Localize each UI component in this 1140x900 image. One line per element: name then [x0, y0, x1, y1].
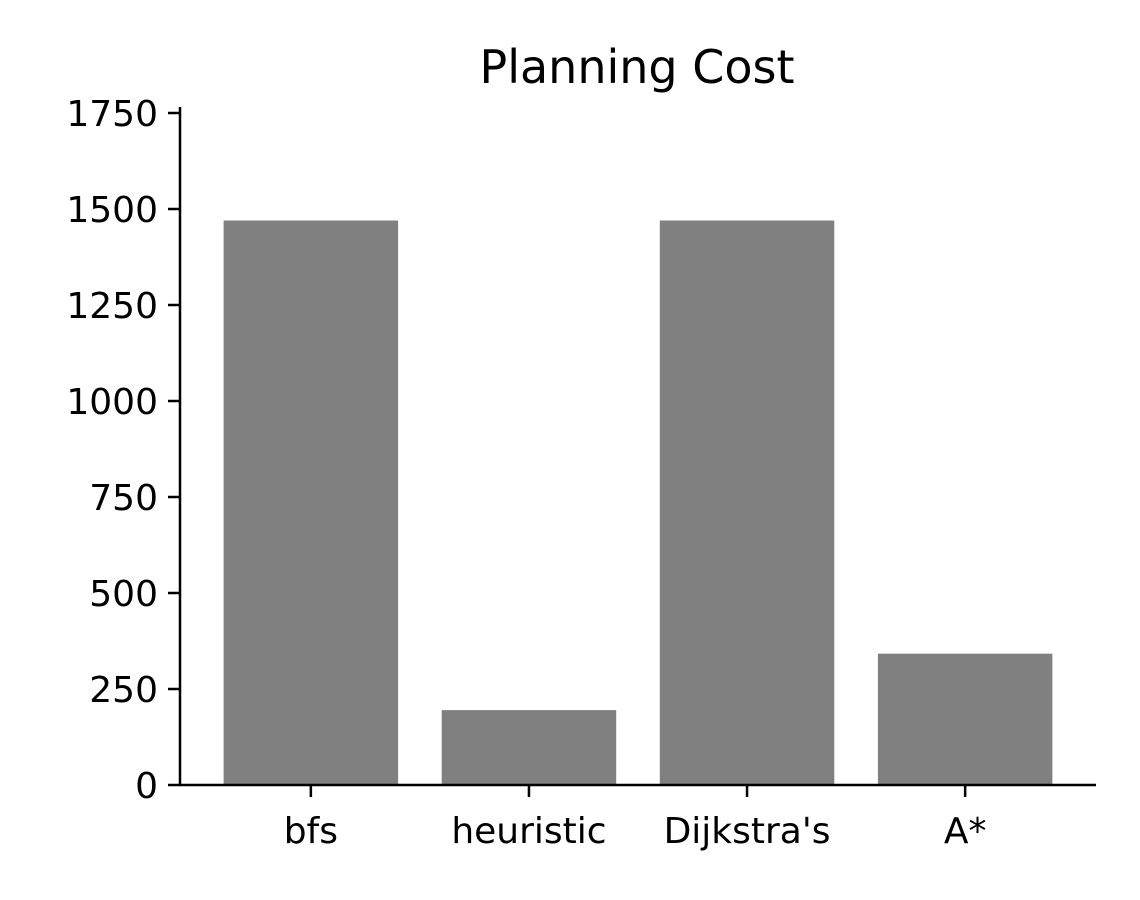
y-tick-label: 1000 — [66, 382, 158, 423]
bar-heuristic — [441, 710, 617, 785]
y-tick-label: 1750 — [66, 94, 158, 135]
bar-bfs — [223, 220, 399, 785]
x-tick-label: heuristic — [451, 811, 606, 852]
bar-dijkstra-s — [659, 220, 835, 785]
y-tick-label: 500 — [89, 574, 158, 615]
x-tick-label: A* — [944, 811, 987, 852]
x-axis: bfs heuristic Dijkstra's A* — [284, 785, 987, 852]
x-tick-label: Dijkstra's — [664, 811, 831, 852]
chart-title: Planning Cost — [479, 40, 794, 94]
bar-a — [877, 653, 1053, 785]
bars-layer — [223, 220, 1053, 785]
y-axis: 0 250 500 750 1000 1250 1500 1750 — [66, 94, 180, 807]
y-tick-label: 0 — [135, 766, 158, 807]
y-tick-label: 1500 — [66, 190, 158, 231]
y-tick-label: 250 — [89, 670, 158, 711]
x-tick-label: bfs — [284, 811, 338, 852]
y-tick-label: 750 — [89, 478, 158, 519]
y-tick-label: 1250 — [66, 286, 158, 327]
